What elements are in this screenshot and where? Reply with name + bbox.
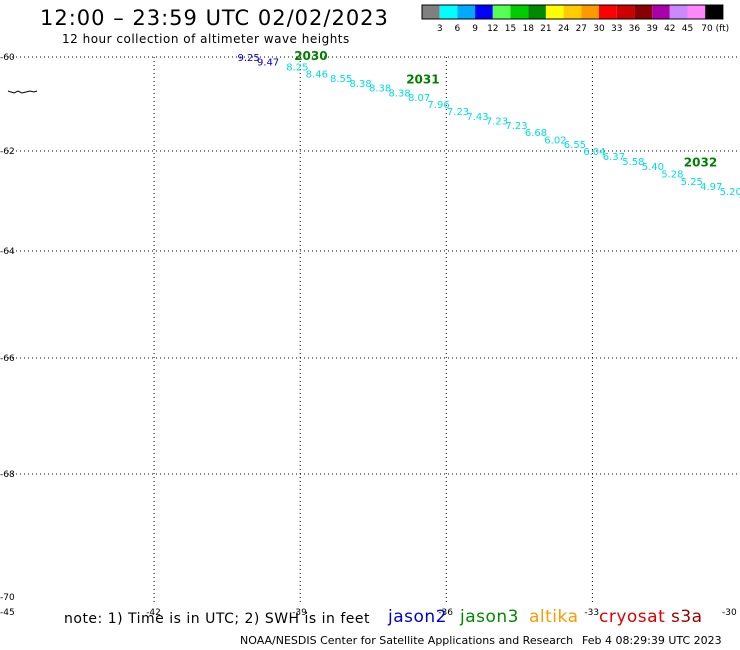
colorbar-swatch xyxy=(669,5,688,19)
footnote: note: 1) Time is in UTC; 2) SWH is in fe… xyxy=(64,611,371,627)
colorbar-swatch xyxy=(634,5,653,19)
colorbar-label: 24 xyxy=(558,24,570,34)
colorbar-swatch xyxy=(652,5,670,19)
map-grid xyxy=(8,56,740,605)
latitude-tick-label: -62 xyxy=(0,147,15,157)
coastline-segment xyxy=(7,90,38,94)
colorbar-swatch xyxy=(510,5,529,19)
colorbar-swatch xyxy=(616,5,635,19)
swh-reading: 5.20 xyxy=(720,187,740,198)
generation-timestamp: Feb 4 08:29:39 UTC 2023 xyxy=(582,634,722,647)
swh-reading: 5.25 xyxy=(681,177,703,188)
pass-label: 2032 xyxy=(684,156,717,170)
coastline xyxy=(7,90,38,94)
swh-reading: 6.02 xyxy=(544,135,566,146)
swh-reading: 6.55 xyxy=(564,140,586,151)
colorbar-label: 3 xyxy=(437,24,443,34)
legend-s3a: s3a xyxy=(671,607,703,627)
colorbar-swatch xyxy=(422,5,440,19)
colorbar-label: 6 xyxy=(455,24,461,34)
colorbar-label: 70 (ft) xyxy=(701,24,729,34)
colorbar-label: 39 xyxy=(646,24,658,34)
swh-reading: 7.23 xyxy=(486,116,508,127)
swh-reading: 9.47 xyxy=(257,58,279,69)
longitude-tick-label: -30 xyxy=(722,608,737,618)
swh-reading: 9.25 xyxy=(238,53,260,64)
satellite-track: 9.259.47 8.258.46 8.558.388.388.388.077.96… xyxy=(238,53,740,203)
latitude-tick-label: -70 xyxy=(0,593,15,603)
swh-reading: 5.40 xyxy=(642,162,664,173)
colorbar-swatch xyxy=(545,5,564,19)
swh-reading: 7.23 xyxy=(447,107,469,118)
colorbar-label: 15 xyxy=(505,24,516,34)
colorbar-label: 36 xyxy=(629,24,641,34)
longitude-tick-label: -42 xyxy=(146,608,161,618)
colorbar-frame xyxy=(421,4,724,20)
latitude-tick-label: -60 xyxy=(0,53,15,63)
latitude-ticks: -60 -62 -64 -66 -68 -70 xyxy=(0,53,15,603)
legend-altika: altika xyxy=(529,607,579,627)
pass-label: 2030 xyxy=(294,49,327,63)
latitude-tick-label: -68 xyxy=(0,470,15,480)
colorbar-swatch xyxy=(457,5,476,19)
swh-reading: 8.55 xyxy=(330,74,352,85)
longitude-tick-label: -39 xyxy=(292,608,307,618)
swh-reading: 4.97 xyxy=(700,182,722,193)
map-subtitle: 12 hour collection of altimeter wave hei… xyxy=(62,32,350,46)
wave-height-colorbar: 3 6 9 12 15 18 21 24 27 30 33 36 39 42 45 70 (ft) xyxy=(421,4,729,34)
colorbar-label: 42 xyxy=(664,24,675,34)
swh-reading: 8.07 xyxy=(408,93,430,104)
legend-jason2: jason2 xyxy=(388,607,447,627)
swh-reading: 8.38 xyxy=(350,79,372,90)
swh-reading: 7.43 xyxy=(466,112,488,123)
swh-reading: 6.04 xyxy=(583,147,605,158)
colorbar-label: 33 xyxy=(611,24,622,34)
swh-reading: 6.37 xyxy=(603,152,625,163)
pass-label: 2031 xyxy=(406,73,439,87)
longitude-tick-label: -45 xyxy=(0,608,15,618)
colorbar-swatch xyxy=(528,5,546,19)
colorbar-swatch xyxy=(439,5,458,19)
colorbar-label: 9 xyxy=(472,24,478,34)
colorbar-label: 27 xyxy=(576,24,587,34)
swh-reading: 7.96 xyxy=(427,100,449,111)
longitude-tick-label: -36 xyxy=(438,608,453,618)
colorbar-swatch xyxy=(687,5,706,19)
swh-reading: 8.38 xyxy=(388,88,410,99)
swh-reading: 6.68 xyxy=(525,128,547,139)
latitude-tick-label: -64 xyxy=(0,247,15,257)
colorbar-swatch xyxy=(492,5,511,19)
colorbar-swatch xyxy=(581,5,599,19)
colorbar-label: 18 xyxy=(522,24,534,34)
colorbar-label: 12 xyxy=(487,24,498,34)
latitude-tick-label: -66 xyxy=(0,354,15,364)
swh-reading: 7.23 xyxy=(505,121,527,132)
swh-reading: 8.25 xyxy=(286,62,308,73)
colorbar-swatch xyxy=(563,5,582,19)
longitude-ticks: -45 -42 -39 -36 -33 -30 xyxy=(0,608,737,618)
colorbar-label: 21 xyxy=(540,24,551,34)
map-title: 12:00 – 23:59 UTC 02/02/2023 xyxy=(40,6,389,30)
pass-labels: 2030 2031 2032 xyxy=(294,49,717,170)
colorbar-swatch xyxy=(705,5,723,19)
swh-reading: 5.58 xyxy=(622,157,644,168)
swh-reading: 8.46 xyxy=(306,69,328,80)
colorbar-label: 45 xyxy=(682,24,693,34)
swh-reading: 8.38 xyxy=(369,84,391,95)
legend-jason3: jason3 xyxy=(460,607,519,627)
legend-cryosat: cryosat xyxy=(599,607,666,627)
swh-reading: 5.28 xyxy=(661,170,683,181)
longitude-tick-label: -33 xyxy=(584,608,599,618)
colorbar-swatch xyxy=(475,5,493,19)
colorbar-swatch xyxy=(599,5,617,19)
credit-line: NOAA/NESDIS Center for Satellite Applica… xyxy=(240,634,574,647)
colorbar-label: 30 xyxy=(593,24,605,34)
